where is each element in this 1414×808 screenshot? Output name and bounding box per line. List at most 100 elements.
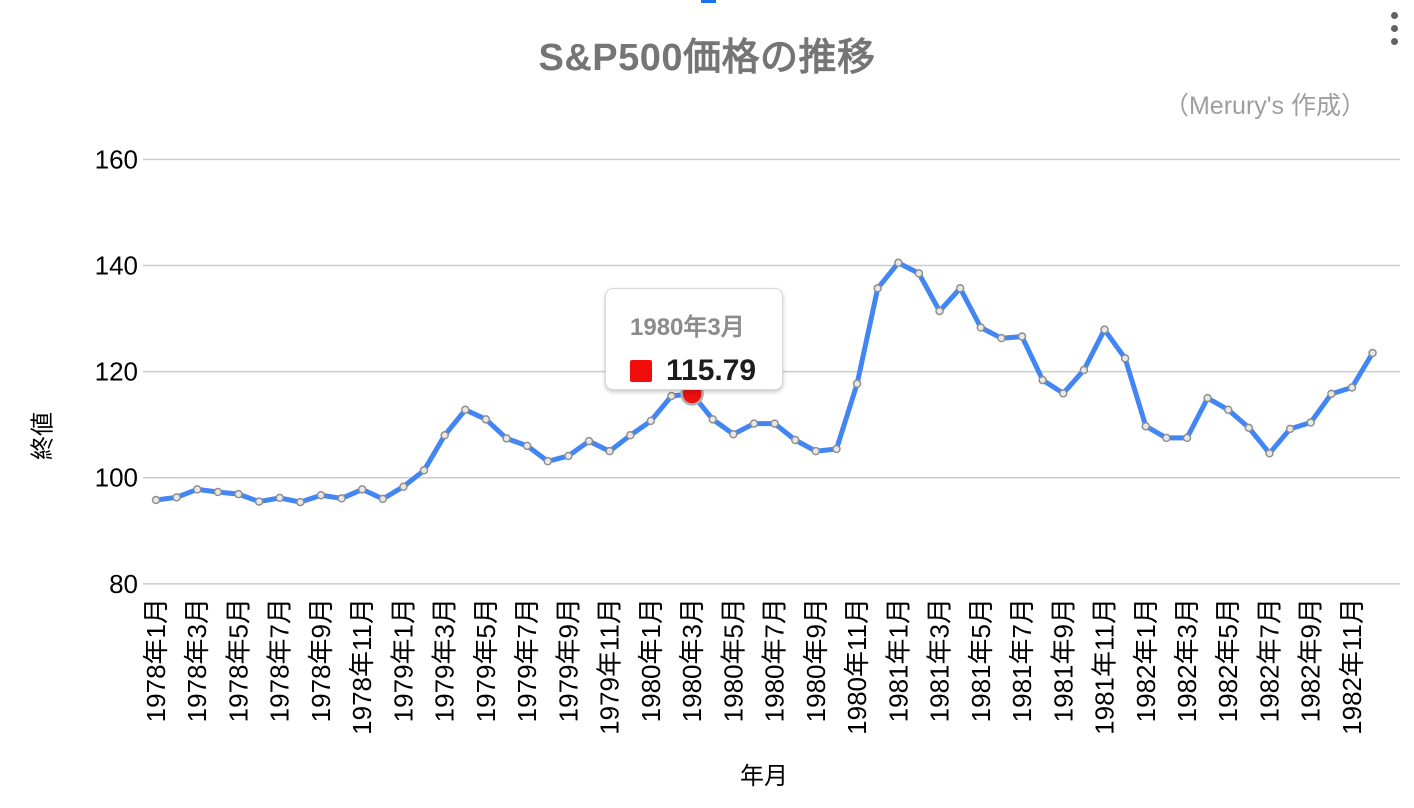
tooltip-date-label: 1980年3月 (630, 314, 745, 341)
data-point-marker[interactable] (461, 405, 470, 415)
data-point-marker[interactable] (894, 258, 903, 268)
data-point-marker[interactable] (646, 416, 656, 426)
data-point-marker[interactable] (626, 431, 635, 440)
x-axis-tick-label: 1978年1月 (141, 598, 171, 722)
data-point-marker[interactable] (1265, 449, 1274, 458)
data-point-marker[interactable] (275, 493, 284, 503)
data-point-marker[interactable] (254, 497, 264, 506)
chart-subtitle: （Merury's 作成） (1163, 92, 1366, 120)
x-axis-tick-label: 1979年1月 (388, 598, 418, 722)
data-point-marker[interactable] (1182, 433, 1192, 443)
data-point-marker[interactable] (543, 457, 553, 466)
data-point-marker[interactable] (1244, 423, 1254, 433)
data-point-marker[interactable] (1203, 393, 1212, 403)
data-point-marker[interactable] (1017, 332, 1027, 341)
chart-title: S&P500価格の推移 (538, 37, 876, 79)
data-point-marker[interactable] (234, 489, 243, 499)
data-point-marker[interactable] (811, 446, 821, 456)
data-point-marker[interactable] (997, 333, 1006, 343)
tooltip-series-swatch (630, 360, 652, 382)
data-point-marker[interactable] (605, 446, 614, 456)
y-axis-tick-label: 80 (109, 569, 138, 599)
data-point-marker[interactable] (213, 487, 223, 497)
data-point-marker[interactable] (976, 323, 986, 332)
data-point-marker[interactable] (481, 415, 491, 424)
data-point-marker[interactable] (749, 419, 759, 428)
x-axis-tick-label: 1978年5月 (223, 598, 253, 722)
data-point-marker[interactable] (770, 419, 779, 428)
x-axis-tick-label: 1982年5月 (1213, 598, 1243, 722)
data-point-marker[interactable] (1327, 389, 1336, 399)
data-point-marker[interactable] (1120, 354, 1130, 363)
data-point-marker[interactable] (790, 435, 800, 445)
x-axis-tick-label: 1979年3月 (430, 598, 460, 722)
data-point-marker[interactable] (1223, 405, 1233, 415)
data-point-marker[interactable] (708, 415, 717, 424)
x-axis-tick-label: 1978年9月 (306, 598, 336, 722)
data-point-marker[interactable] (914, 269, 924, 278)
data-point-marker[interactable] (1162, 433, 1171, 443)
data-point-marker[interactable] (1285, 424, 1295, 434)
x-axis-tick-label: 1980年9月 (801, 598, 831, 722)
y-axis-tick-label: 140 (95, 250, 138, 280)
x-axis-tick-label: 1979年11月 (595, 598, 625, 735)
data-point-marker[interactable] (667, 391, 676, 401)
data-point-marker[interactable] (852, 379, 862, 389)
x-axis-tick-label: 1982年3月 (1172, 598, 1202, 722)
data-point-marker[interactable] (172, 493, 181, 502)
data-point-marker[interactable] (955, 284, 965, 293)
x-axis-tick-label: 1982年7月 (1254, 598, 1284, 722)
x-axis-tick-label: 1981年9月 (1048, 598, 1078, 722)
data-point-marker[interactable] (584, 436, 594, 446)
x-axis-tick-label: 1981年7月 (1007, 598, 1037, 722)
x-axis-tick-label: 1981年1月 (883, 598, 913, 722)
y-axis-tick-label: 160 (95, 144, 138, 174)
data-point-marker[interactable] (1368, 348, 1377, 358)
chart-menu-button[interactable] (1382, 8, 1406, 52)
x-axis-tick-label: 1980年7月 (760, 598, 790, 722)
data-point-marker[interactable] (1079, 365, 1089, 375)
selection-indicator-bar (701, 0, 716, 3)
data-point-marker[interactable] (337, 494, 346, 503)
x-axis-tick-label: 1982年1月 (1131, 598, 1161, 722)
x-axis-tick-label: 1980年11月 (842, 598, 872, 735)
data-point-marker[interactable] (935, 306, 944, 316)
data-point-marker[interactable] (378, 494, 388, 504)
data-point-marker[interactable] (151, 495, 161, 505)
data-point-marker[interactable] (1347, 383, 1357, 392)
x-axis-tick-label: 1979年7月 (512, 598, 542, 722)
y-axis-title: 終値 (29, 412, 57, 460)
data-point-marker[interactable] (316, 490, 326, 500)
data-point-marker[interactable] (440, 431, 449, 440)
x-axis-tick-label: 1979年9月 (553, 598, 583, 722)
data-point-marker[interactable] (357, 485, 367, 494)
x-axis-tick-label: 1978年7月 (265, 598, 295, 722)
data-point-marker[interactable] (1038, 375, 1047, 385)
tooltip-value: 115.79 (666, 354, 757, 387)
x-axis-tick-label: 1982年11月 (1337, 598, 1367, 735)
x-axis-tick-label: 1981年3月 (925, 598, 955, 722)
x-axis-tick-label: 1980年5月 (718, 598, 748, 722)
x-axis-title: 年月 (740, 763, 788, 790)
data-point-marker[interactable] (522, 441, 532, 451)
data-point-marker[interactable] (192, 485, 202, 494)
data-point-marker[interactable] (419, 466, 429, 475)
data-point-marker[interactable] (1306, 418, 1315, 427)
data-point-marker[interactable] (564, 451, 573, 461)
x-axis-tick-label: 1981年5月 (966, 598, 996, 722)
data-point-marker[interactable] (1059, 389, 1068, 398)
data-point-marker[interactable] (296, 497, 305, 507)
data-point-marker[interactable] (399, 482, 408, 491)
x-axis-tick-label: 1980年1月 (636, 598, 666, 722)
data-point-marker[interactable] (1100, 325, 1109, 334)
x-axis-tick-label: 1978年11月 (347, 598, 377, 735)
data-point-marker[interactable] (832, 444, 841, 454)
data-point-marker[interactable] (873, 284, 882, 293)
y-axis-tick-label: 120 (95, 357, 138, 387)
data-point-marker[interactable] (729, 429, 738, 439)
x-axis-tick-label: 1981年11月 (1090, 598, 1120, 735)
data-point-marker[interactable] (502, 434, 511, 443)
data-point-marker[interactable] (1141, 421, 1151, 431)
